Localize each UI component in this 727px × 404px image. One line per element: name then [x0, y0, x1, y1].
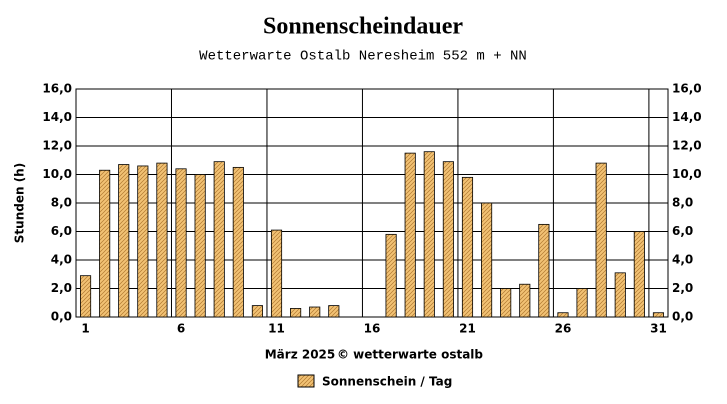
bar — [500, 288, 512, 318]
y-tick-label: 10,0 — [42, 167, 72, 181]
bar — [576, 288, 588, 318]
bar — [232, 166, 244, 318]
x-tick-label: 21 — [459, 322, 476, 336]
y-tick-label: 4,0 — [51, 253, 72, 267]
x-axis-label: März 2025 — [265, 348, 336, 362]
x-tick-label: 26 — [555, 322, 572, 336]
y-axis-label: Stunden (h) — [13, 163, 27, 243]
x-tick-label: 11 — [268, 322, 285, 336]
y2-tick-label: 8,0 — [672, 196, 693, 210]
bar — [213, 161, 225, 318]
bar — [652, 312, 665, 318]
bar — [538, 223, 550, 318]
bar — [633, 231, 645, 318]
y-tick-label: 12,0 — [42, 139, 72, 153]
bar — [194, 174, 206, 318]
y2-tick-label: 0,0 — [672, 310, 693, 324]
y2-tick-label: 12,0 — [672, 139, 702, 153]
x-tick-label: 31 — [650, 322, 667, 336]
y-tick-label: 16,0 — [42, 82, 72, 96]
bar — [481, 202, 493, 318]
y2-tick-label: 4,0 — [672, 253, 693, 267]
y-tick-label: 14,0 — [42, 110, 72, 124]
y-tick-label: 8,0 — [51, 196, 72, 210]
legend-swatch — [297, 374, 315, 388]
x-tick-label: 1 — [81, 322, 89, 336]
annotation: © wetterwarte ostalb — [337, 348, 483, 362]
y2-tick-label: 14,0 — [672, 110, 702, 124]
y-tick-label: 6,0 — [51, 224, 72, 238]
bar — [290, 308, 302, 318]
bar — [557, 312, 569, 318]
x-tick-label: 16 — [364, 322, 381, 336]
bar — [614, 272, 626, 318]
bar — [423, 151, 435, 318]
bar — [118, 164, 130, 318]
bar — [385, 233, 397, 318]
bar — [309, 306, 321, 318]
bar — [175, 168, 187, 318]
x-tick-label: 6 — [177, 322, 185, 336]
bar — [442, 161, 454, 318]
bar — [328, 305, 340, 318]
bar — [519, 283, 531, 318]
y-tick-label: 2,0 — [51, 281, 72, 295]
bar — [404, 152, 416, 318]
bar — [461, 176, 474, 318]
bar — [156, 162, 168, 318]
y-tick-label: 0,0 — [51, 310, 72, 324]
bar — [79, 275, 92, 318]
y2-tick-label: 16,0 — [672, 82, 702, 96]
bar — [595, 162, 607, 318]
chart-subtitle: Wetterwarte Ostalb Neresheim 552 m + NN — [199, 49, 527, 65]
y2-tick-label: 2,0 — [672, 281, 693, 295]
bar — [99, 169, 111, 318]
bar — [270, 229, 283, 318]
chart-title: Sonnenscheindauer — [263, 14, 463, 40]
y2-tick-label: 10,0 — [672, 167, 702, 181]
y2-tick-label: 6,0 — [672, 224, 693, 238]
legend-label: Sonnenschein / Tag — [322, 375, 452, 389]
bar — [137, 165, 149, 318]
bar — [251, 305, 263, 318]
